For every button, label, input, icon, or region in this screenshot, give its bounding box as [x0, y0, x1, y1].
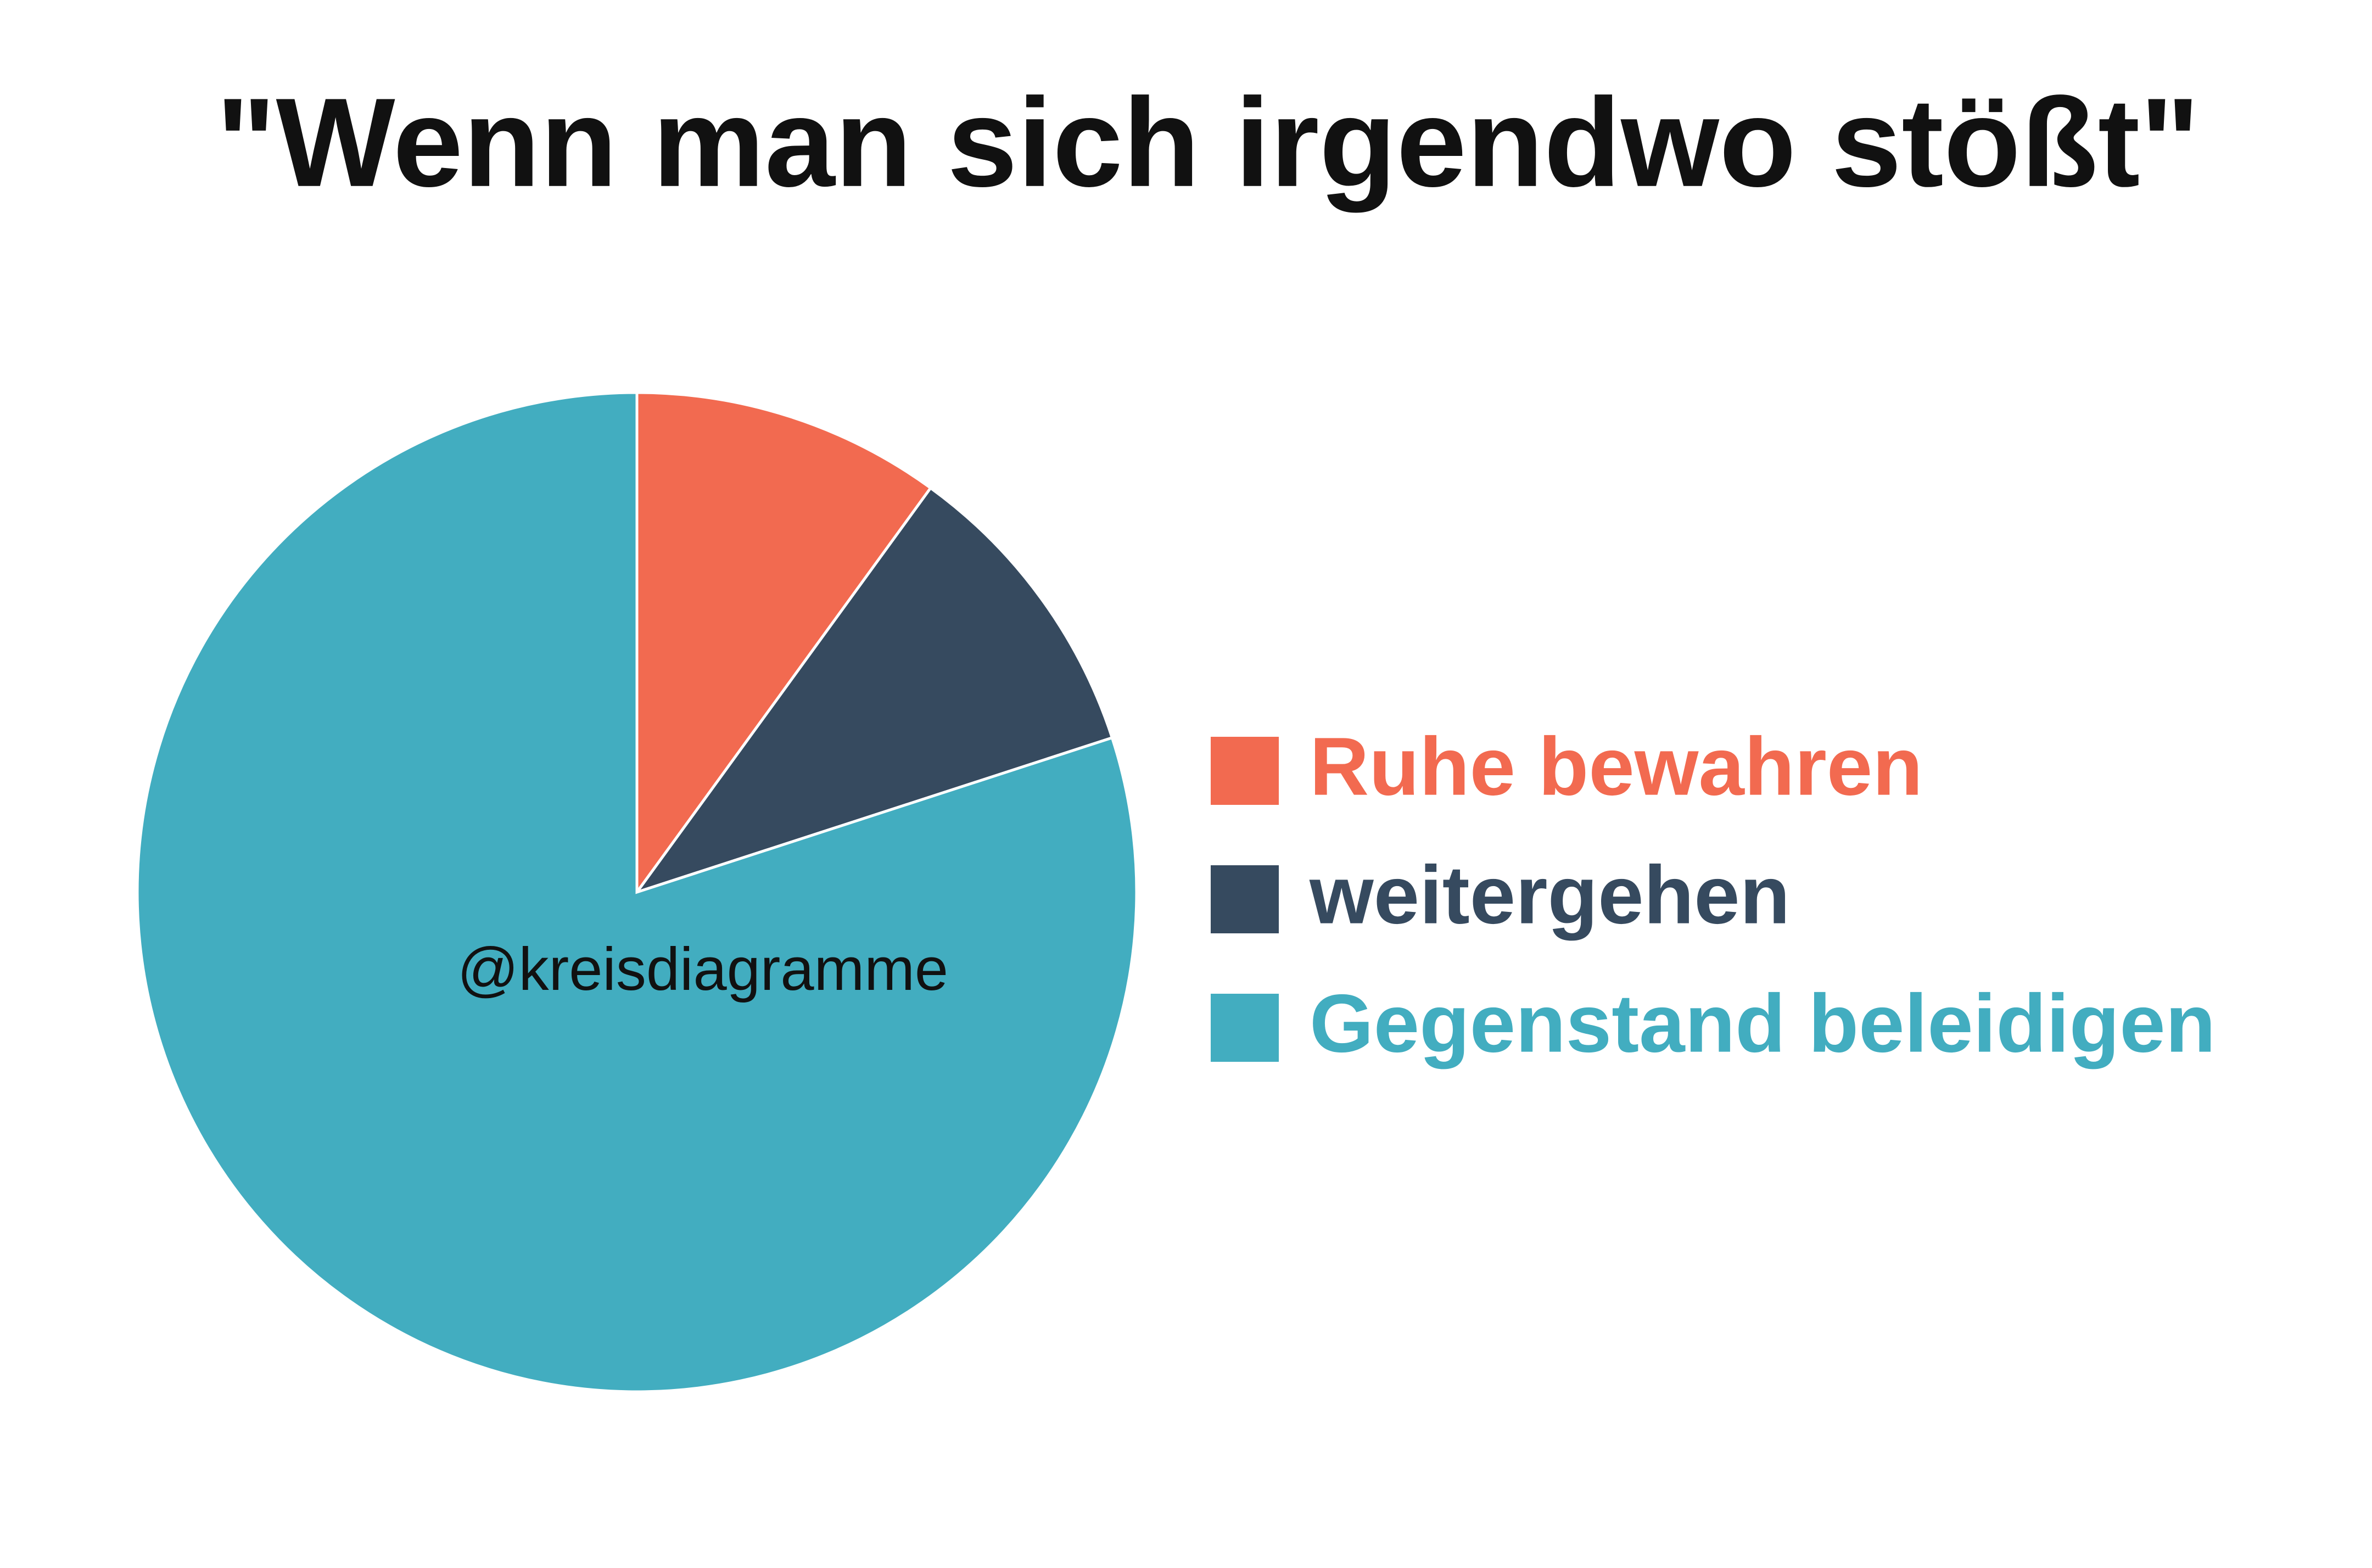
pie-slice	[635, 391, 933, 897]
legend-label: Ruhe bewahren	[1310, 720, 1923, 813]
legend-swatch	[1211, 737, 1279, 805]
pie-slice	[136, 391, 1138, 1393]
pie-slice	[633, 486, 1114, 895]
legend-swatch	[1211, 994, 1279, 1062]
chart-title: "Wenn man sich irgendwo stößt"	[216, 72, 2200, 213]
legend-label: Gegenstand beleidigen	[1310, 977, 2216, 1069]
pie	[136, 391, 1138, 1393]
legend-swatch	[1211, 865, 1279, 933]
annotation: @kreisdiagramme	[457, 936, 948, 1003]
legend-label: weitergehen	[1309, 849, 1790, 941]
legend: Ruhe bewahren weitergehen Gegenstand belei…	[1211, 720, 2216, 1069]
